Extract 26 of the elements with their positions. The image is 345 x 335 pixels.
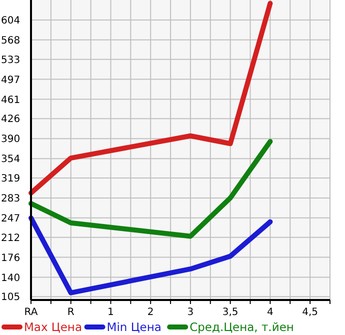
y-tick-label: 604 — [1, 15, 20, 26]
y-tick-label: 283 — [1, 193, 20, 204]
y-tick-label: 533 — [1, 54, 20, 66]
legend-label: Min Цена — [106, 320, 162, 334]
y-tick-label: 426 — [1, 114, 20, 126]
x-tick-label: 3 — [187, 307, 194, 318]
y-tick-label: 390 — [1, 134, 20, 146]
x-tick-label: 4 — [267, 307, 274, 318]
x-tick-label: 4,5 — [302, 307, 318, 318]
y-tick-label: 176 — [1, 252, 20, 264]
y-tick-label: 105 — [1, 292, 20, 304]
y-tick-label: 319 — [1, 174, 20, 185]
y-tick-label: 140 — [1, 272, 20, 284]
x-tick-label: 3,5 — [222, 307, 238, 318]
y-tick-label: 461 — [1, 94, 20, 106]
y-tick-label: 568 — [1, 35, 20, 46]
y-tick-label: 354 — [1, 154, 20, 166]
x-tick-label: 2 — [147, 307, 154, 318]
legend-label: Max Цена — [24, 320, 82, 334]
x-tick-label: RA — [24, 307, 38, 318]
y-tick-label: 497 — [1, 74, 20, 86]
x-tick-label: 1 — [108, 307, 114, 318]
x-tick-label: R — [67, 307, 74, 318]
y-tick-label: 247 — [1, 213, 20, 224]
y-tick-label: 212 — [1, 232, 20, 244]
legend-label: Сред.Цена, т.йен — [190, 320, 294, 334]
